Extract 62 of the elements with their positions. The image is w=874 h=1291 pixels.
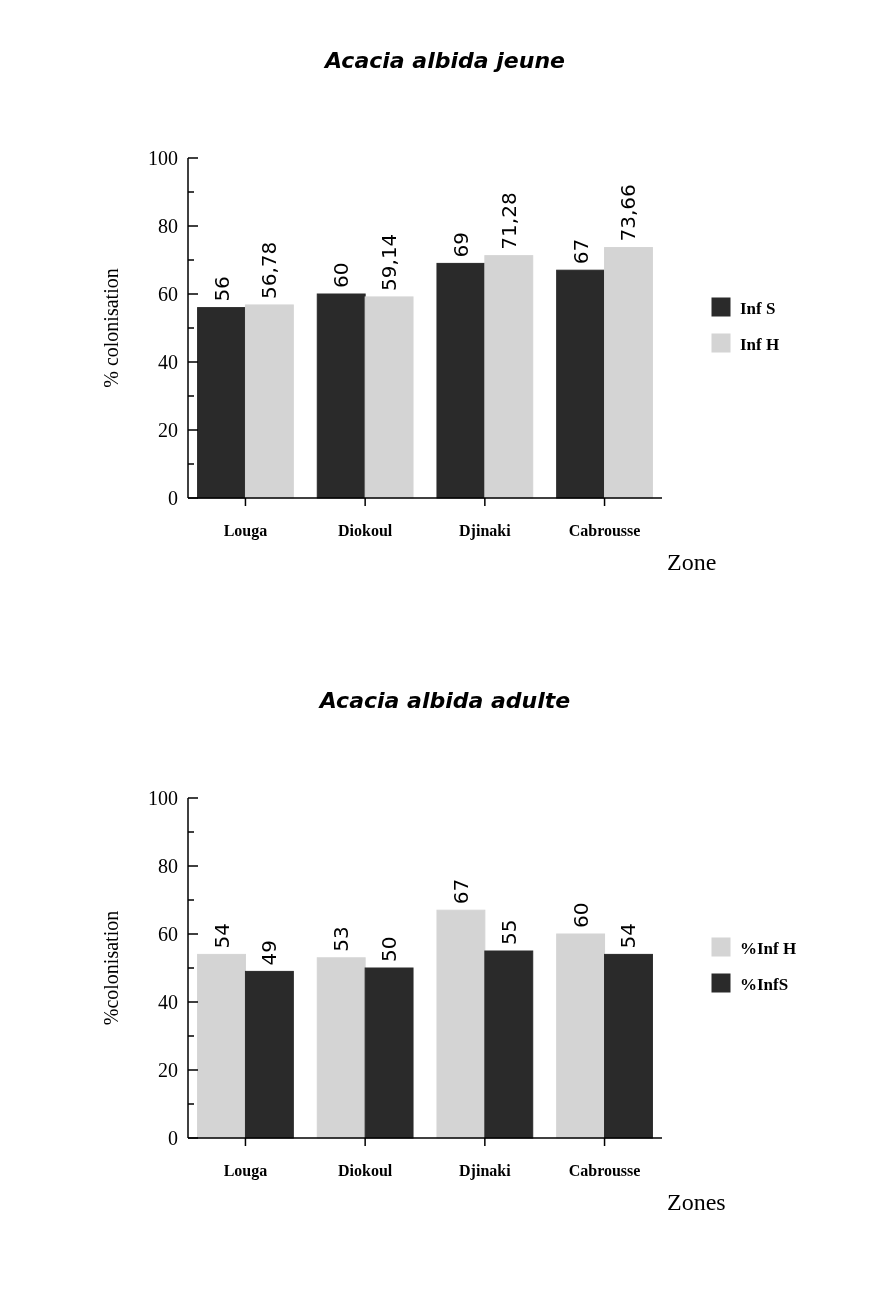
bar [436,262,486,499]
y-axis-title: %colonisation [100,910,122,1026]
bar [556,933,606,1139]
data-label: 60 [329,262,354,288]
x-tick-label: Diokoul [338,1162,393,1179]
legend-label: Inf S [740,299,776,318]
x-tick-label: Louga [223,522,268,540]
bar [316,293,366,499]
data-label: 71,28 [496,192,521,250]
data-label: 67 [568,238,593,265]
legend-label: Inf H [740,335,780,354]
bar [244,970,294,1139]
data-label: 69 [448,231,473,258]
x-tick-label: Louga [223,1162,268,1180]
bar [364,967,414,1139]
data-label: 73,66 [616,184,641,242]
chart-title: Acacia albida adulte [317,688,571,713]
y-tick-label: 20 [158,1059,178,1081]
bar [484,950,534,1139]
data-label: 53 [329,926,354,952]
data-label: 56 [209,276,234,302]
y-tick-label: 40 [158,351,178,373]
x-tick-label: Diokoul [338,522,393,539]
x-tick-label: Djinaki [459,1162,512,1180]
bar [316,957,366,1139]
y-tick-label: 0 [168,487,178,509]
legend-label: %Inf H [740,939,797,958]
y-tick-label: 40 [158,991,178,1013]
data-label: 50 [377,936,402,962]
x-axis-title: Zone [667,549,717,575]
bar [604,247,653,499]
legend-label: %InfS [740,975,789,994]
y-tick-label: 20 [158,419,178,441]
bar [197,953,246,1139]
bar [364,296,414,499]
x-tick-label: Cabrousse [568,1162,641,1179]
bar [244,304,294,499]
data-label: 60 [568,902,593,928]
x-axis-title: Zones [667,1189,726,1215]
chart-title: Acacia albida jeune [323,48,566,73]
y-tick-label: 80 [158,855,178,877]
bar [197,307,246,499]
data-label: 49 [257,939,282,966]
bar [604,953,653,1139]
data-label: 54 [616,922,641,949]
y-tick-label: 80 [158,215,178,237]
bar [484,255,534,499]
data-label: 59,14 [377,233,402,291]
y-axis-title: % colonisation [100,268,122,388]
y-tick-label: 100 [148,147,178,169]
y-tick-label: 100 [148,787,178,809]
y-tick-label: 60 [158,923,178,945]
x-tick-label: Djinaki [459,522,512,540]
data-label: 56,78 [257,241,282,299]
bar [556,269,606,499]
data-label: 67 [448,878,473,905]
y-tick-label: 0 [168,1127,178,1149]
x-tick-label: Cabrousse [568,522,641,539]
data-label: 55 [496,919,521,945]
y-tick-label: 60 [158,283,178,305]
data-label: 54 [209,922,234,949]
bar [436,909,486,1139]
